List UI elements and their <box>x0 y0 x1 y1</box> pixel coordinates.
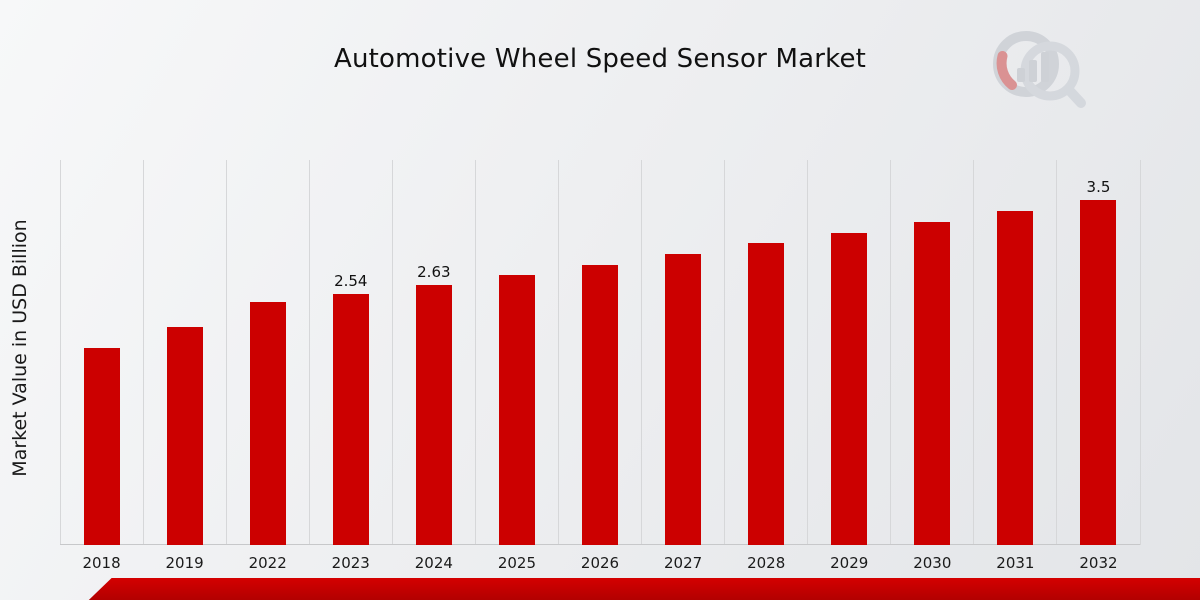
bar-series: 2.54 2.63 3.5 <box>60 160 1140 545</box>
bar-2026 <box>582 264 618 545</box>
bar-2023 <box>332 294 369 545</box>
logo-bar1-icon <box>1017 68 1025 82</box>
gridline-4 <box>391 160 393 545</box>
logo-red-arc-icon <box>996 51 1017 90</box>
gridline-10 <box>890 160 892 545</box>
bar-2031 <box>997 211 1034 545</box>
tick-label-2029: 2029 <box>830 554 869 572</box>
plot-area: 2.54 2.63 3.5 <box>59 160 1141 545</box>
tick-label-2022: 2022 <box>248 554 287 572</box>
gridline-11 <box>973 160 975 545</box>
chart-title: Automotive Wheel Speed Sensor Market <box>333 44 867 74</box>
bar-cell-2032: 3.5 <box>1057 160 1140 545</box>
logo-handle-icon <box>1064 85 1086 108</box>
bar-cell-2025 <box>475 160 558 545</box>
gridline-6 <box>557 160 559 545</box>
tick-label-2023: 2023 <box>331 554 370 572</box>
tick-label-2032: 2032 <box>1079 554 1118 572</box>
gridlines <box>59 160 1141 545</box>
bar-cell-2029 <box>808 160 891 545</box>
bar-cell-2026 <box>558 160 641 545</box>
data-label-2023: 2.54 <box>334 272 368 291</box>
bar-2032 <box>1080 199 1117 545</box>
gridline-8 <box>724 160 726 545</box>
bar-2028 <box>748 242 785 545</box>
bar-cell-2031 <box>974 160 1057 545</box>
tick-label-2024: 2024 <box>414 554 453 572</box>
bar-2025 <box>498 274 535 545</box>
gridline-9 <box>807 160 809 545</box>
y-axis-label: Market Value in USD Billion <box>9 219 31 477</box>
data-label-2032: 3.5 <box>1086 177 1111 196</box>
tick-label-2026: 2026 <box>580 554 620 572</box>
bar-2030 <box>914 222 951 545</box>
bar-cell-2030 <box>891 160 974 545</box>
logo-bar2-icon <box>1029 60 1037 82</box>
tick-label-2018: 2018 <box>82 554 121 572</box>
gridline-1 <box>142 160 144 545</box>
bar-2019 <box>166 326 203 545</box>
bar-2018 <box>83 347 120 545</box>
tick-label-2031: 2031 <box>996 554 1035 572</box>
gridline-7 <box>641 160 643 545</box>
bar-cell-2023: 2.54 <box>309 160 392 545</box>
bar-cell-2022 <box>226 160 309 545</box>
tick-label-2030: 2030 <box>913 554 952 572</box>
gridline-12 <box>1056 160 1058 545</box>
gridline-13 <box>1139 160 1141 545</box>
market-research-logo-watermark <box>993 31 1086 108</box>
bar-cell-2019 <box>143 160 226 545</box>
tick-label-2028: 2028 <box>747 554 786 572</box>
bar-2027 <box>665 253 702 545</box>
tick-label-2019: 2019 <box>165 554 204 572</box>
gridline-2 <box>225 160 227 545</box>
tick-label-2027: 2027 <box>663 554 703 572</box>
data-label-2024: 2.63 <box>417 263 451 282</box>
gridline-5 <box>474 160 476 545</box>
gridline-0 <box>59 160 61 545</box>
bar-cell-2028 <box>725 160 808 545</box>
bar-cell-2018 <box>60 160 143 545</box>
bar-cell-2024: 2.63 <box>392 160 475 545</box>
bar-2022 <box>249 302 286 545</box>
gridline-3 <box>308 160 310 545</box>
bar-2029 <box>831 233 868 545</box>
bar-cell-2027 <box>642 160 725 545</box>
tick-label-2025: 2025 <box>497 554 537 572</box>
bottom-red-ribbon <box>88 578 1200 600</box>
x-axis-tick-labels: 2018 2019 2022 2023 2024 2025 2026 2027 2028 2029… <box>60 554 1140 572</box>
logo-bar3-icon <box>1041 52 1049 82</box>
bar-2024 <box>415 285 452 545</box>
